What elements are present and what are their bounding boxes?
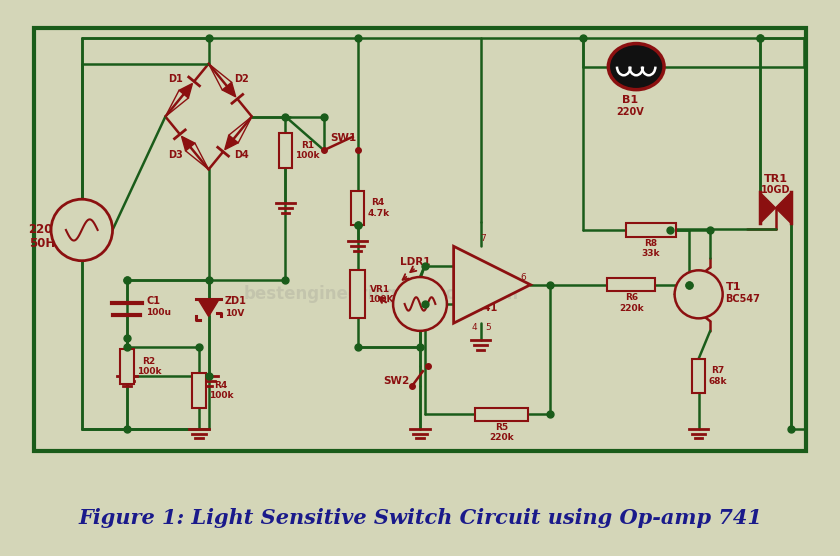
Text: R8
33k: R8 33k <box>642 239 660 258</box>
Text: R6
220k: R6 220k <box>619 294 643 313</box>
Bar <box>626 223 675 237</box>
Polygon shape <box>454 246 531 323</box>
Text: 220V: 220V <box>29 224 62 236</box>
Text: B1: B1 <box>622 95 638 105</box>
Bar <box>350 270 365 319</box>
Text: ZD1: ZD1 <box>225 296 247 306</box>
Text: LDR1: LDR1 <box>400 257 430 267</box>
Text: −: − <box>459 290 473 308</box>
Text: Figure 1: Light Sensitive Switch Circuit using Op-amp 741: Figure 1: Light Sensitive Switch Circuit… <box>78 508 762 528</box>
Text: C1: C1 <box>146 296 160 306</box>
Text: 2: 2 <box>459 305 465 314</box>
Circle shape <box>393 277 447 331</box>
Text: IC1: IC1 <box>478 291 496 301</box>
Bar <box>34 28 806 451</box>
Text: +: + <box>459 258 472 273</box>
Text: 4: 4 <box>472 322 478 331</box>
Circle shape <box>51 199 113 261</box>
Polygon shape <box>225 135 239 150</box>
Text: D4: D4 <box>234 150 249 160</box>
Polygon shape <box>181 136 195 151</box>
Bar <box>120 349 134 384</box>
Ellipse shape <box>608 43 664 90</box>
Polygon shape <box>775 192 791 223</box>
Bar <box>475 408 528 421</box>
Polygon shape <box>223 82 236 97</box>
Text: 5: 5 <box>486 322 491 331</box>
Text: bestengineeringprojects.com: bestengineeringprojects.com <box>244 285 519 304</box>
Bar <box>192 373 206 408</box>
Text: D2: D2 <box>234 73 249 83</box>
Text: 100u: 100u <box>146 308 171 317</box>
Text: 3: 3 <box>459 251 465 260</box>
Bar <box>692 359 706 393</box>
Text: SW2: SW2 <box>383 376 409 386</box>
Text: 220V: 220V <box>617 107 644 117</box>
Text: 10GD: 10GD <box>761 185 790 195</box>
Text: 7: 7 <box>480 234 486 243</box>
Text: SW1: SW1 <box>330 133 356 143</box>
Text: D1: D1 <box>168 73 183 83</box>
Text: T1: T1 <box>726 282 741 292</box>
Bar <box>351 191 365 225</box>
Polygon shape <box>760 192 775 223</box>
Polygon shape <box>179 83 192 98</box>
Text: R1
100k: R1 100k <box>295 141 319 160</box>
Text: R4
100k: R4 100k <box>208 381 234 400</box>
Text: 50Hz: 50Hz <box>29 237 62 250</box>
Circle shape <box>675 270 722 319</box>
Text: R2
100k: R2 100k <box>137 357 161 376</box>
Text: 10V: 10V <box>225 309 244 318</box>
Text: 741: 741 <box>477 303 497 313</box>
Text: 6: 6 <box>520 272 526 281</box>
Text: D3: D3 <box>168 150 183 160</box>
Text: R4
4.7k: R4 4.7k <box>367 198 389 217</box>
Text: R7
68k: R7 68k <box>708 366 727 386</box>
Text: VR1
100K: VR1 100K <box>368 285 393 304</box>
Bar <box>607 278 655 291</box>
Bar <box>279 133 292 167</box>
Text: BC547: BC547 <box>726 294 760 304</box>
Text: R5
220k: R5 220k <box>490 423 514 443</box>
Text: TR1: TR1 <box>764 174 788 184</box>
Polygon shape <box>198 299 219 316</box>
